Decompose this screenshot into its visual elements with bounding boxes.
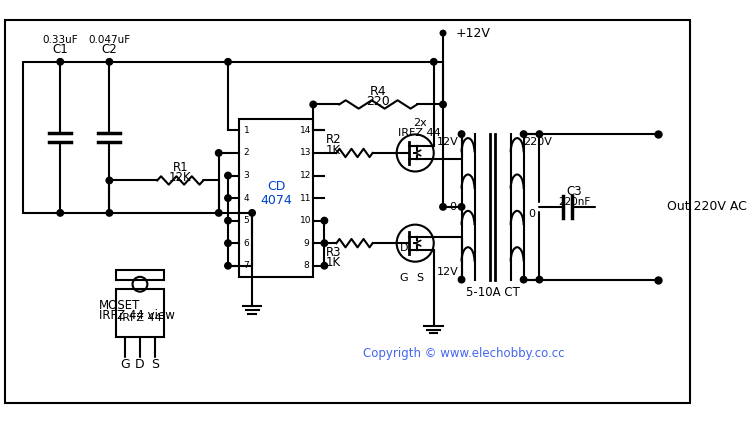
Circle shape: [57, 58, 64, 65]
Text: G: G: [400, 273, 409, 283]
Circle shape: [225, 217, 231, 224]
Text: IRFZ 44: IRFZ 44: [118, 313, 161, 323]
Text: 220V: 220V: [523, 137, 552, 146]
Circle shape: [225, 195, 231, 201]
Circle shape: [225, 172, 231, 179]
Circle shape: [225, 58, 231, 65]
Text: 220: 220: [366, 95, 390, 108]
Text: MOSET: MOSET: [99, 299, 140, 312]
Text: C3: C3: [567, 184, 583, 198]
Bar: [239, 119, 314, 277]
Text: 3: 3: [244, 171, 250, 180]
Text: 1: 1: [244, 126, 250, 135]
Circle shape: [440, 30, 446, 36]
Circle shape: [57, 210, 64, 216]
Text: R3: R3: [326, 246, 341, 259]
Text: 4074: 4074: [260, 194, 292, 207]
Text: 7: 7: [244, 261, 250, 270]
Circle shape: [321, 263, 328, 269]
Circle shape: [215, 150, 222, 156]
Circle shape: [310, 101, 316, 108]
Circle shape: [520, 131, 527, 137]
Circle shape: [106, 177, 112, 184]
Text: 14: 14: [300, 126, 311, 135]
Text: 10: 10: [300, 216, 311, 225]
Circle shape: [106, 58, 112, 65]
Text: G: G: [120, 358, 130, 371]
Text: 2x: 2x: [413, 118, 427, 128]
Circle shape: [106, 210, 112, 216]
Bar: [116, 270, 164, 280]
Text: R4: R4: [370, 85, 386, 98]
Circle shape: [225, 240, 231, 247]
Text: 0.33uF: 0.33uF: [43, 35, 78, 44]
Text: R2: R2: [326, 134, 341, 146]
Text: 12K: 12K: [169, 171, 191, 184]
Text: 0.047uF: 0.047uF: [88, 35, 130, 44]
Text: 12V: 12V: [436, 137, 458, 146]
Text: D: D: [400, 243, 408, 253]
Text: IRFZ 44 view: IRFZ 44 view: [99, 309, 175, 322]
Circle shape: [458, 203, 465, 210]
Text: 1K: 1K: [326, 256, 341, 269]
Text: 1K: 1K: [326, 144, 341, 157]
Circle shape: [440, 101, 446, 108]
Text: 5-10A CT: 5-10A CT: [466, 286, 520, 299]
Text: 11: 11: [300, 194, 311, 203]
Text: 12: 12: [300, 171, 311, 180]
Bar: [116, 289, 164, 337]
Text: Out 220V AC: Out 220V AC: [668, 201, 747, 213]
Text: 9: 9: [303, 239, 309, 247]
Circle shape: [321, 217, 328, 224]
Text: 2: 2: [244, 148, 249, 157]
Text: C2: C2: [101, 43, 117, 56]
Text: S: S: [151, 358, 159, 371]
Text: C1: C1: [53, 43, 68, 56]
Circle shape: [249, 210, 255, 216]
Text: CD: CD: [267, 181, 285, 193]
Circle shape: [440, 203, 446, 210]
Circle shape: [215, 210, 222, 216]
Text: D: D: [135, 358, 145, 371]
Text: 5: 5: [244, 216, 250, 225]
Text: 0: 0: [529, 209, 536, 219]
Circle shape: [458, 131, 465, 137]
Text: 220nF: 220nF: [559, 197, 591, 207]
Text: S: S: [416, 273, 424, 283]
Text: 12V: 12V: [436, 267, 458, 277]
Circle shape: [520, 276, 527, 283]
Text: 4: 4: [244, 194, 249, 203]
Text: 8: 8: [303, 261, 309, 270]
Circle shape: [458, 276, 465, 283]
Text: Copyrigth © www.elechobby.co.cc: Copyrigth © www.elechobby.co.cc: [363, 347, 564, 360]
Circle shape: [225, 263, 231, 269]
Text: +12V: +12V: [456, 27, 490, 40]
Circle shape: [321, 240, 328, 247]
Text: 13: 13: [300, 148, 311, 157]
Text: IRFZ 44: IRFZ 44: [398, 129, 441, 138]
Circle shape: [430, 58, 437, 65]
Circle shape: [536, 131, 543, 137]
Text: 0: 0: [450, 202, 457, 212]
Text: 6: 6: [244, 239, 250, 247]
Circle shape: [536, 276, 543, 283]
Text: R1: R1: [172, 161, 188, 174]
